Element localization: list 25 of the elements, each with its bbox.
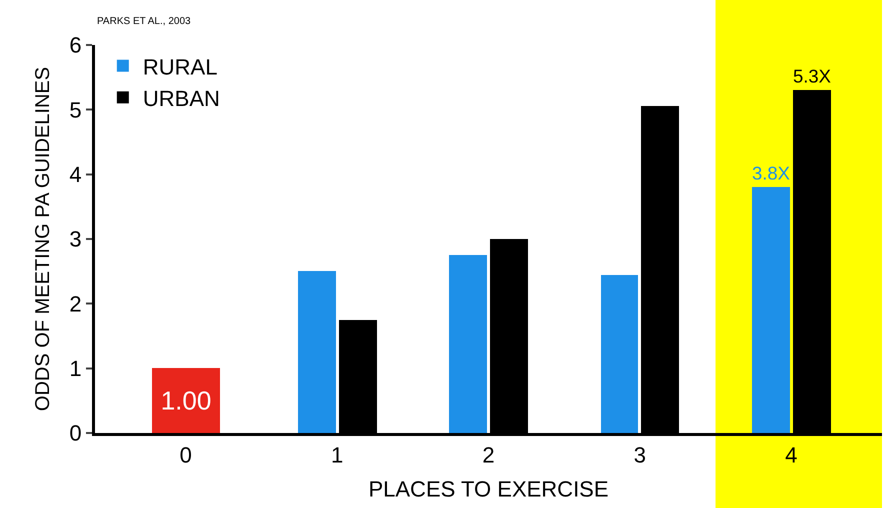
y-tick-label: 3	[69, 226, 82, 252]
y-tick-label: 1	[69, 356, 82, 382]
x-tick-label: 3	[634, 442, 646, 468]
x-tick-label: 4	[785, 442, 798, 468]
x-tick-label: 1	[331, 442, 344, 468]
legend-label: URBAN	[142, 86, 220, 111]
y-tick-label: 0	[69, 420, 82, 446]
bar	[449, 255, 487, 433]
y-tick-label: 2	[69, 291, 82, 316]
legend-label: RURAL	[142, 54, 218, 80]
data-label: 1.00	[160, 386, 212, 416]
x-axis-title: PLACES TO EXERCISE	[368, 476, 609, 502]
x-tick-label: 2	[482, 442, 495, 468]
y-tick-label: 4	[69, 162, 82, 188]
x-tick-label: 0	[180, 442, 192, 468]
y-tick-label: 5	[69, 97, 82, 122]
y-tick-label: 6	[69, 32, 82, 58]
data-label: 3.8X	[752, 162, 790, 184]
bar	[152, 368, 220, 433]
text: PARKS ET AL., 2003	[97, 16, 192, 27]
y-axis-title: ODDS OF MEETING PA GUIDELINES	[32, 66, 54, 412]
data-label: 5.3X	[793, 66, 831, 87]
bar	[298, 271, 336, 433]
bar	[601, 275, 638, 433]
bar	[752, 187, 790, 433]
